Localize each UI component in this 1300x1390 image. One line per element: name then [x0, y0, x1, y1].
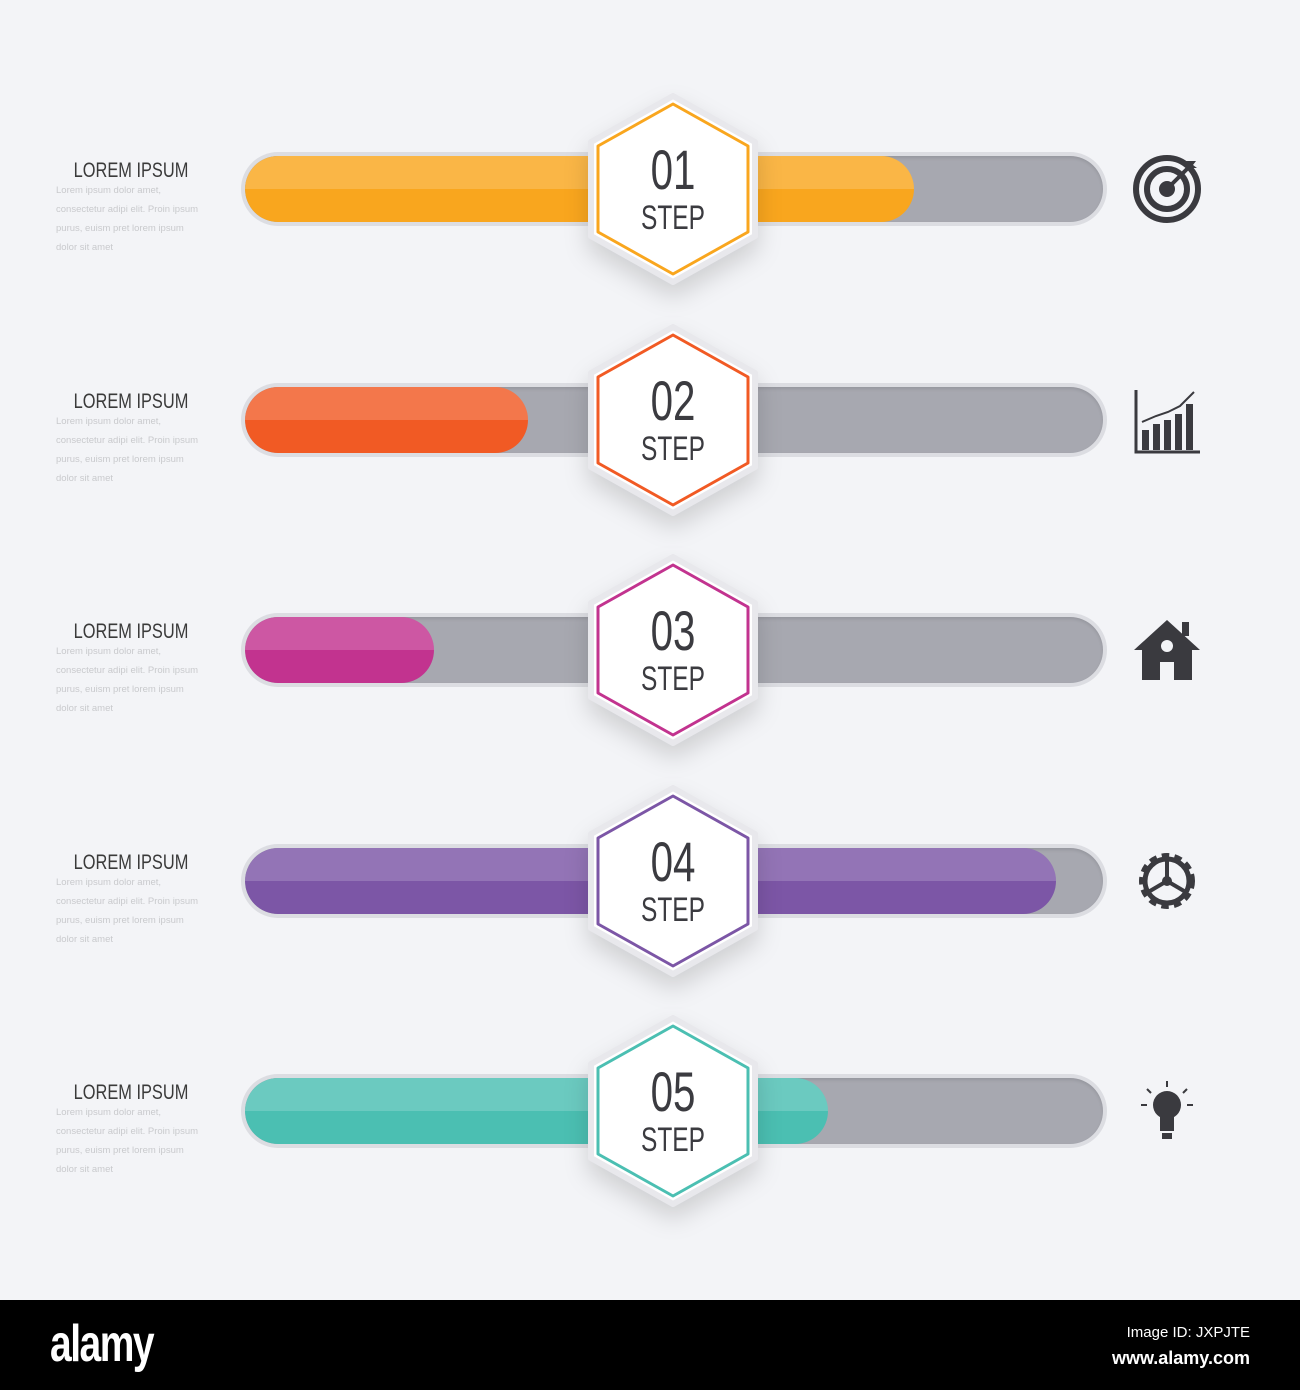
step-number: 03 [650, 599, 696, 662]
step-description: Lorem ipsum dolor amet, consectetur adip… [56, 646, 199, 714]
lightbulb-icon [1141, 1081, 1193, 1139]
bar-chart-icon [1134, 390, 1200, 454]
step-description: Lorem ipsum dolor amet, consectetur adip… [56, 185, 199, 253]
step-number: 04 [650, 830, 696, 893]
image-id: Image ID: JXPJTE [1126, 1324, 1250, 1341]
house-icon [1134, 620, 1200, 680]
step-label: STEP [641, 1121, 705, 1159]
step-number: 05 [650, 1060, 696, 1123]
gear-icon [1139, 853, 1195, 909]
step-title: LOREM IPSUM [73, 390, 189, 413]
target-icon [1133, 155, 1201, 223]
step-hexagon [588, 554, 758, 746]
step-title: LOREM IPSUM [73, 159, 189, 182]
step-hexagon [588, 324, 758, 516]
site-url: www.alamy.com [1111, 1348, 1250, 1368]
step-number: 02 [650, 369, 696, 432]
step-label: STEP [641, 430, 705, 468]
step-hexagon [588, 785, 758, 977]
step-title: LOREM IPSUM [73, 1081, 189, 1104]
step-hexagon [588, 93, 758, 285]
progress-fill [245, 156, 915, 222]
step-hexagon [588, 1015, 758, 1207]
footer-bar: alamy Image ID: JXPJTE www.alamy.com [0, 1300, 1300, 1390]
step-description: Lorem ipsum dolor amet, consectetur adip… [56, 416, 199, 484]
step-title: LOREM IPSUM [73, 851, 189, 874]
step-number: 01 [650, 138, 696, 201]
step-description: Lorem ipsum dolor amet, consectetur adip… [56, 1107, 199, 1175]
alamy-logo: alamy [50, 1315, 155, 1373]
progress-fill [245, 617, 434, 683]
progress-fill [245, 387, 529, 453]
step-description: Lorem ipsum dolor amet, consectetur adip… [56, 877, 199, 945]
step-label: STEP [641, 891, 705, 929]
step-label: STEP [641, 199, 705, 237]
step-title: LOREM IPSUM [73, 620, 189, 643]
step-label: STEP [641, 660, 705, 698]
